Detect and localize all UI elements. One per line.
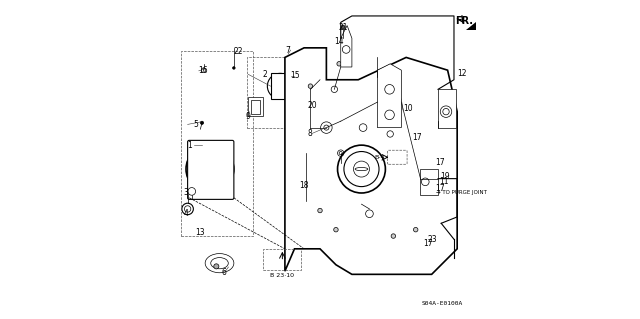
- Text: 13: 13: [196, 228, 205, 237]
- Polygon shape: [285, 48, 457, 274]
- Text: 5: 5: [193, 120, 198, 129]
- Text: 21: 21: [339, 23, 348, 32]
- Bar: [420, 169, 438, 195]
- Circle shape: [391, 234, 396, 238]
- Text: S04A-E0100A: S04A-E0100A: [422, 301, 463, 306]
- Circle shape: [308, 84, 313, 88]
- Circle shape: [381, 74, 386, 79]
- Text: 17: 17: [435, 184, 444, 193]
- Text: 8: 8: [307, 129, 312, 138]
- Circle shape: [413, 227, 418, 232]
- Text: 3: 3: [184, 188, 189, 197]
- Text: 17: 17: [435, 158, 444, 167]
- Circle shape: [333, 227, 338, 232]
- Circle shape: [291, 74, 295, 78]
- Text: B-4: B-4: [374, 155, 385, 160]
- Circle shape: [337, 62, 341, 66]
- Text: 17: 17: [413, 133, 422, 142]
- Text: 17: 17: [422, 239, 433, 248]
- Text: 22: 22: [233, 47, 243, 56]
- Circle shape: [318, 208, 322, 213]
- Bar: [271, 73, 290, 99]
- Circle shape: [232, 67, 235, 69]
- Text: 14: 14: [334, 37, 344, 46]
- Text: 15: 15: [291, 71, 300, 80]
- Text: B 23·10: B 23·10: [270, 273, 294, 278]
- Text: 9: 9: [245, 112, 250, 121]
- Text: 7: 7: [285, 46, 290, 55]
- Polygon shape: [378, 64, 401, 128]
- Text: → TO PURGE JOINT: → TO PURGE JOINT: [436, 190, 486, 196]
- Circle shape: [214, 264, 219, 269]
- Bar: [248, 97, 262, 116]
- Text: 19: 19: [440, 172, 450, 181]
- Bar: [246, 57, 303, 128]
- Text: 12: 12: [457, 69, 467, 78]
- Text: 1: 1: [188, 141, 193, 150]
- Circle shape: [200, 121, 204, 124]
- Text: 20: 20: [308, 101, 317, 110]
- Text: 16: 16: [198, 66, 208, 75]
- Circle shape: [341, 25, 345, 29]
- Polygon shape: [466, 22, 476, 30]
- Bar: [181, 51, 253, 236]
- Text: 23: 23: [428, 235, 438, 244]
- Text: 2: 2: [262, 70, 268, 79]
- FancyBboxPatch shape: [188, 140, 234, 199]
- Text: 11: 11: [440, 177, 449, 186]
- FancyBboxPatch shape: [388, 150, 407, 164]
- Bar: [438, 89, 456, 128]
- Text: 4: 4: [184, 209, 188, 218]
- Text: 10: 10: [403, 104, 413, 113]
- Text: 6: 6: [221, 268, 226, 277]
- Polygon shape: [340, 26, 352, 67]
- Text: 18: 18: [300, 181, 309, 189]
- Text: FR.: FR.: [456, 16, 474, 26]
- Bar: [251, 100, 260, 114]
- Bar: [262, 249, 301, 270]
